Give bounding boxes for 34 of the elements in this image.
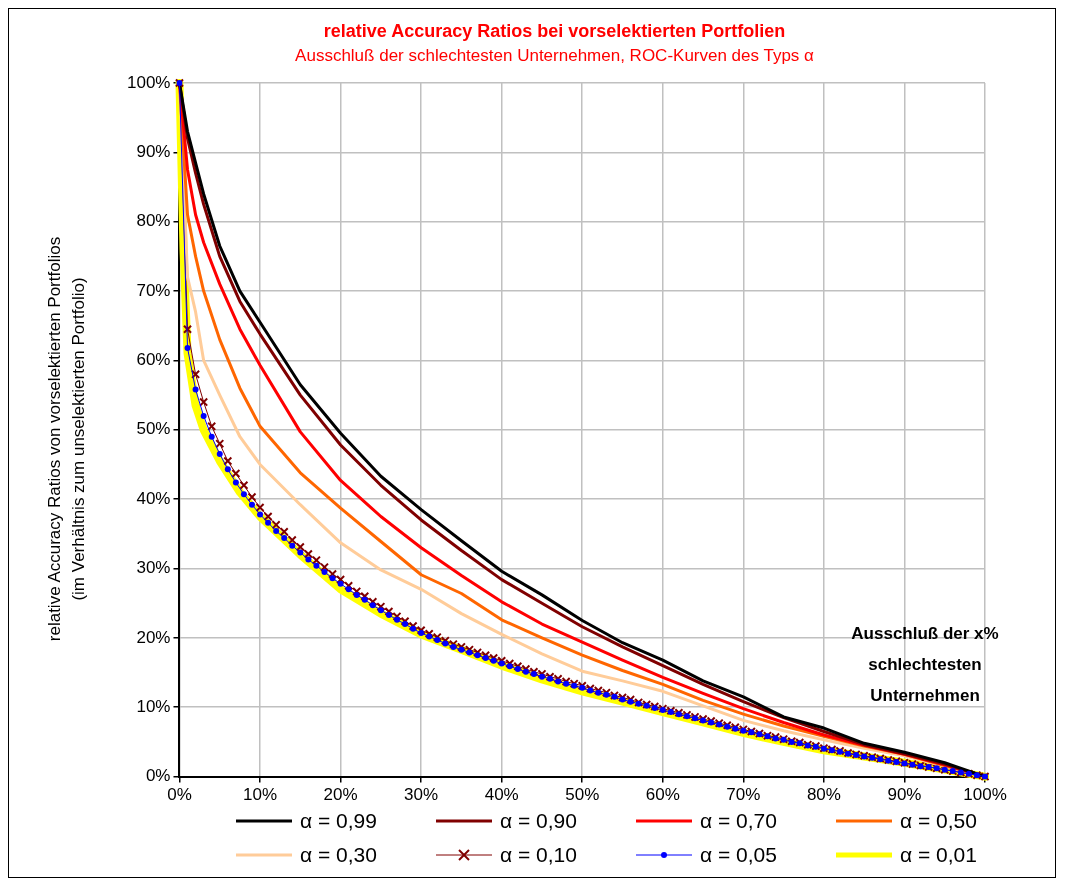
chart-title: relative Accuracy Ratios bei vorselektierten Portfolien: [323, 20, 786, 41]
x-axis-title: Ausschluß der x% schlechtesten Unternehmen: [851, 624, 999, 706]
y-tick-label: 70%: [136, 280, 171, 300]
y-axis-title: relative Accuracy Ratios von vorselektierten Portfolios (im Verhältnis zum unselektierten Portfolio): [44, 235, 89, 644]
legend-label: α = 0,05: [700, 843, 777, 867]
y-tick-label: 40%: [136, 488, 171, 508]
legend-label: α = 0,30: [300, 843, 377, 867]
y-tick-label: 50%: [136, 419, 171, 439]
y-tick-label: 30%: [136, 558, 171, 578]
y-tick-label: 100%: [127, 72, 171, 92]
y-tick-label: 20%: [136, 627, 171, 647]
legend-label: α = 0,90: [500, 809, 577, 833]
x-tick-label: 0%: [167, 785, 192, 805]
x-tick-label: 100%: [963, 785, 1007, 805]
y-tick-label: 90%: [136, 142, 171, 162]
x-tick-label: 70%: [726, 785, 761, 805]
x-tick-label: 10%: [243, 785, 278, 805]
chart-subtitle: Ausschluß der schlechtesten Unternehmen, ROC-Kurven des Typs α: [295, 46, 815, 66]
x-tick-label: 30%: [404, 785, 439, 805]
x-tick-label: 90%: [887, 785, 922, 805]
legend-label: α = 0,50: [900, 809, 977, 833]
y-tick-label: 80%: [136, 211, 171, 231]
legend-label: α = 0,99: [300, 809, 377, 833]
x-tick-label: 80%: [806, 785, 841, 805]
x-tick-label: 50%: [565, 785, 600, 805]
x-tick-label: 20%: [323, 785, 358, 805]
y-tick-label: 10%: [136, 696, 171, 716]
y-tick-label: 0%: [145, 766, 171, 786]
y-tick-label: 60%: [136, 350, 171, 370]
legend-label: α = 0,70: [700, 809, 777, 833]
legend-label: α = 0,01: [900, 843, 977, 867]
x-tick-label: 60%: [645, 785, 680, 805]
x-tick-label: 40%: [484, 785, 519, 805]
legend-label: α = 0,10: [500, 843, 577, 867]
